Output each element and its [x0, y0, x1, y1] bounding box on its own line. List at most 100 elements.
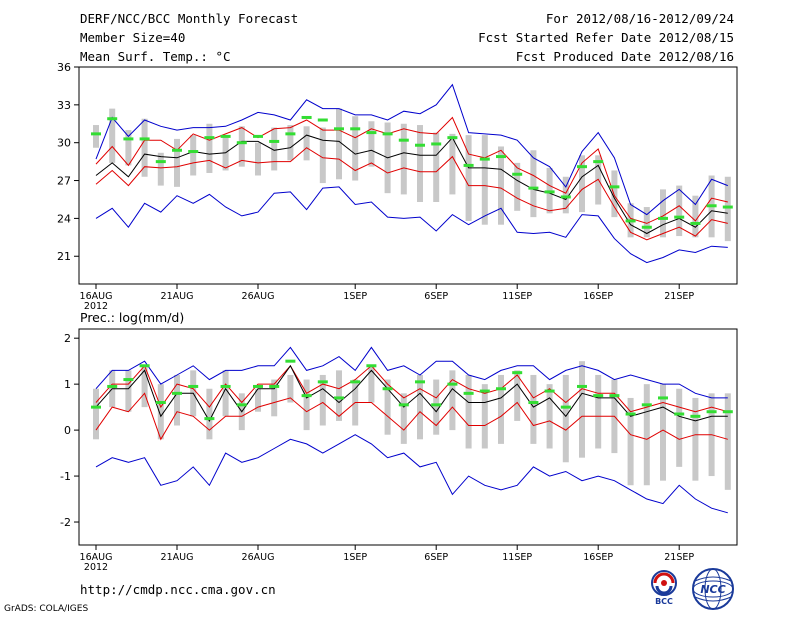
temp-spread-bar — [125, 130, 132, 166]
prec-spread-bar — [255, 388, 261, 412]
prec-spread-bar — [660, 384, 666, 481]
temp-spread-bar — [579, 155, 585, 213]
prec-spread-bar — [141, 365, 148, 408]
temp-panel: 21 24 27 30 33 36 16AUG 21AUG 26AUG 1SEP 6SEP 11SEP… — [57, 61, 738, 312]
prec-spread-bar — [627, 397, 634, 486]
prec-spread-bar — [287, 374, 294, 403]
footer-url[interactable]: http://cmdp.ncc.cma.gov.cn — [80, 582, 276, 597]
temp-spread-bar — [157, 152, 164, 186]
temp-lower-line — [95, 147, 728, 241]
header-right: For 2012/08/16-2012/09/24 Fcst Started R… — [478, 10, 734, 67]
prec-spread-bar — [319, 374, 326, 426]
prec-spread-bar — [498, 374, 504, 444]
member-size: Member Size=40 — [80, 30, 186, 45]
prec-spread-bar — [93, 388, 99, 440]
temp-spread-bar — [417, 125, 423, 202]
temp-xtick-label: 16SEP — [583, 291, 613, 302]
temp-spread-bar — [481, 135, 488, 225]
prec-xtick-label: 11SEP — [502, 552, 532, 563]
prec-lower-line — [95, 392, 728, 441]
temp-ytick-label: 33 — [57, 99, 71, 112]
prec-spread-bar — [206, 388, 213, 440]
prec-spread-bar — [125, 370, 132, 412]
prec-spread-bar — [546, 384, 553, 449]
started-date: Fcst Started Refer Date 2012/08/15 — [478, 30, 734, 45]
temp-min-line — [95, 186, 728, 264]
temp-spread-bar — [643, 207, 650, 238]
prec-spread-bar — [643, 384, 650, 486]
prec-spread-bar — [449, 370, 456, 431]
prec-spread-bar — [481, 384, 488, 449]
prec-spread-bar — [692, 397, 699, 481]
prec-spread-bar — [157, 384, 164, 440]
temp-upper-line — [95, 116, 728, 224]
temp-xtick-label: 26AUG — [242, 291, 275, 302]
prec-spread-bar — [303, 379, 310, 431]
temp-spread-bar — [498, 146, 504, 225]
ncc-logo: NCC — [692, 568, 734, 610]
temp-spread-bar — [400, 123, 407, 195]
prec-xtick-label: 6SEP — [424, 552, 448, 563]
temp-spread-bar — [255, 142, 261, 176]
temp-max-line — [95, 83, 728, 216]
temp-spread-bar — [530, 150, 537, 218]
temp-xtick-label: 11SEP — [502, 291, 532, 302]
temp-xtick-label: 16AUG — [80, 291, 113, 302]
prec-min-line — [95, 434, 728, 514]
prec-spread-bar — [400, 393, 407, 444]
temp-spread-bar — [692, 195, 699, 238]
prec-spread-bar — [222, 370, 229, 417]
title-model: DERF/NCC/BCC Monthly Forecast — [80, 11, 299, 26]
temp-mean-line — [95, 134, 728, 235]
ncc-logo-label: NCC — [700, 583, 725, 596]
prec-spread-bar — [562, 374, 569, 463]
prec-xtick-label: 16AUG — [80, 552, 113, 563]
temp-xtick-label: 21AUG — [161, 291, 194, 302]
temp-xtick-label: 21SEP — [664, 291, 694, 302]
prec-spread-bar — [384, 379, 391, 435]
prec-spread-bar — [271, 379, 278, 417]
prec-spread-bar — [579, 361, 585, 458]
prec-ytick-label: 0 — [64, 424, 71, 437]
temp-spread-bar — [368, 121, 375, 167]
header-left: DERF/NCC/BCC Monthly Forecast Member Siz… — [80, 10, 298, 67]
temp-spread-bar — [514, 162, 521, 211]
prec-year-label: 2012 — [84, 562, 108, 573]
prec-spread-bar — [465, 374, 472, 449]
temp-xtick-label: 1SEP — [343, 291, 367, 302]
temp-spread-bar — [303, 126, 310, 161]
bcc-logo: BCC — [651, 570, 677, 606]
temp-spread-bar — [93, 125, 99, 148]
prec-ytick-label: 1 — [64, 378, 71, 391]
prec-xtick-label: 1SEP — [343, 552, 367, 563]
temp-frame — [78, 66, 738, 285]
temp-ytick-label: 30 — [57, 137, 71, 150]
temp-spread-bar — [109, 108, 116, 163]
temp-ytick-label: 24 — [57, 212, 71, 225]
prec-title: Prec.: log(mm/d) — [80, 310, 184, 325]
temp-spread-bar — [449, 133, 456, 195]
forecast-period: For 2012/08/16-2012/09/24 — [545, 11, 734, 26]
prec-xtick-label: 21SEP — [664, 552, 694, 563]
prec-max-line — [95, 346, 728, 399]
prec-xtick-label: 26AUG — [242, 552, 275, 563]
prec-spread-bar — [336, 370, 342, 421]
prec-mean-line — [95, 364, 728, 422]
prec-spread-bar — [530, 374, 537, 444]
prec-panel: -2 -1 0 1 2 16AUG 21AUG 26AUG 1SEP 6SEP 11SEP 16SEP… — [60, 328, 738, 573]
temp-spread-bar — [271, 127, 278, 171]
prec-ytick-label: 2 — [64, 332, 71, 345]
temp-spread-bar — [190, 135, 197, 176]
temp-spread-bar — [287, 125, 294, 161]
temp-spread-bar — [336, 108, 342, 180]
temp-ytick-label: 27 — [57, 175, 71, 188]
prec-spread-bar — [433, 379, 440, 435]
prec-ytick-label: -1 — [60, 470, 71, 483]
variable-temp: Mean Surf. Temp.: °C — [80, 49, 231, 64]
temp-spread-bar — [206, 123, 213, 173]
prec-spread-bar — [724, 393, 731, 490]
temp-spread-bar — [676, 185, 683, 237]
temp-spread-bar — [433, 132, 440, 202]
prec-spread-bar — [174, 374, 180, 426]
